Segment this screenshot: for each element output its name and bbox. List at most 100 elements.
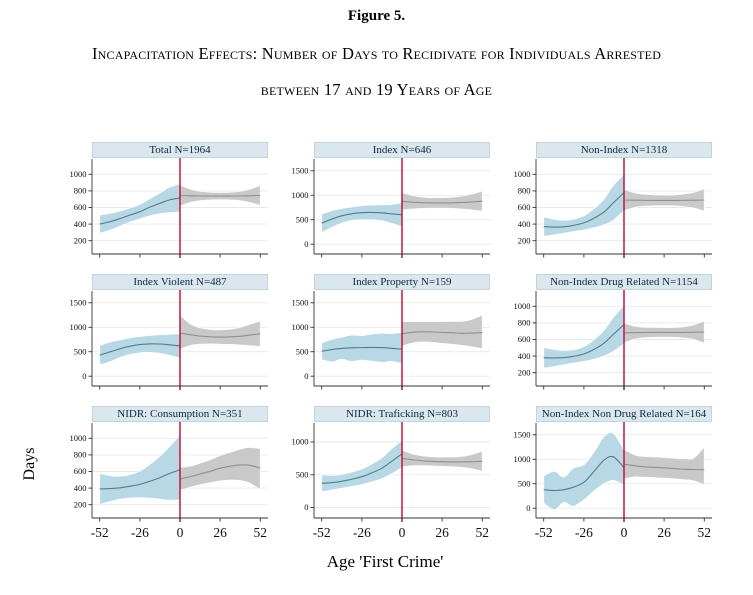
fit-line-post	[401, 200, 483, 204]
y-tick-label: 800	[74, 450, 87, 460]
y-axis-title: Days	[21, 447, 38, 481]
y-tick-label: 0	[304, 239, 308, 249]
fit-line-post	[623, 463, 705, 471]
y-tick-label: 0	[304, 371, 308, 381]
y-tick-label: 1000	[514, 454, 531, 464]
x-tick-label: 52	[476, 525, 490, 540]
fit-line-post	[623, 331, 705, 334]
fit-line-pre	[99, 469, 181, 490]
figure-caption-line1: Incapacitation Effects: Number of Days t…	[91, 44, 662, 63]
fit-line-post	[179, 464, 261, 480]
fit-line-post	[401, 457, 483, 463]
ci-band-pre	[543, 431, 625, 511]
panel-title: Total N=1964	[92, 142, 268, 158]
x-axis-title: Age 'First Crime'	[326, 552, 444, 571]
ci-band-post	[179, 184, 261, 207]
y-tick-label: 400	[74, 219, 87, 229]
subplot-index-property: Index Property N=159 0 500 1000 1500	[274, 274, 496, 396]
panel-plot-total: 200 400 600 800 1000	[70, 158, 268, 258]
panel-title: NIDR: Consumption N=351	[92, 406, 268, 422]
x-tick-label: -52	[91, 525, 109, 540]
ci-band-post	[401, 449, 483, 472]
panel-plot-non-index-drug: 200 400 600 800 1000	[514, 290, 712, 390]
y-tick-label: 500	[296, 346, 309, 356]
y-tick-label: 0	[526, 503, 530, 513]
x-tick-label: 26	[657, 525, 671, 540]
y-tick-label: 1000	[514, 301, 531, 311]
y-tick-label: 800	[74, 186, 87, 196]
panel-plot-nidr-traficking: 0 500 1000 -52 -26 0 26 52	[292, 422, 490, 540]
y-tick-label: 500	[296, 214, 309, 224]
y-tick-label: 500	[74, 346, 87, 356]
panel-plot-index: 0 500 1000 1500	[292, 158, 490, 258]
y-tick-label: 1000	[70, 322, 87, 332]
y-tick-label: 200	[74, 235, 87, 245]
panel-plot-non-index: 200 400 600 800 1000	[514, 158, 712, 258]
panel-plot-index-violent: 0 500 1000 1500	[70, 290, 268, 390]
x-tick-label: -26	[575, 525, 593, 540]
fit-line-pre	[321, 346, 403, 352]
y-tick-label: 400	[518, 351, 531, 361]
panel-title: Index N=646	[314, 142, 490, 158]
y-tick-label: 800	[518, 186, 531, 196]
y-tick-label: 200	[518, 367, 531, 377]
y-tick-label: 1000	[70, 433, 87, 443]
y-tick-label: 600	[74, 202, 87, 212]
y-tick-label: 600	[74, 466, 87, 476]
fit-line-pre	[543, 455, 625, 492]
panel-title: Non-Index N=1318	[536, 142, 712, 158]
panel-title: Index Property N=159	[314, 274, 490, 290]
panel-plot-index-property: 0 500 1000 1500	[292, 290, 490, 390]
ci-band-post	[401, 190, 483, 212]
y-tick-label: 500	[518, 478, 531, 488]
x-tick-label: 26	[213, 525, 227, 540]
subplot-index: Index N=646 0 500 1000 1500	[274, 142, 496, 264]
ci-band-pre	[99, 433, 181, 506]
subplot-non-index-drug: Non-Index Drug Related N=1154 200 400 600 8…	[496, 274, 718, 396]
x-tick-label: -26	[353, 525, 371, 540]
panel-plot-non-index-non-drug: 0 500 1000 1500 -52 -26 0 26 52	[514, 422, 712, 540]
y-tick-label: 800	[518, 318, 531, 328]
panel-plot-nidr-consumption: 200 400 600 800 1000 -52 -26 0 26 52	[70, 422, 268, 540]
y-tick-label: 500	[296, 470, 309, 480]
x-tick-label: 0	[399, 525, 406, 540]
fit-line-post	[401, 331, 483, 335]
y-tick-label: 600	[518, 202, 531, 212]
subplot-nidr-consumption: NIDR: Consumption N=351 200 400 600 800 1000…	[52, 406, 274, 558]
ci-band-pre	[321, 202, 403, 234]
x-tick-label: 0	[621, 525, 628, 540]
x-tick-label: 26	[435, 525, 449, 540]
panel-title: Index Violent N=487	[92, 274, 268, 290]
y-tick-label: 0	[304, 502, 308, 512]
ci-band-post	[179, 446, 261, 491]
y-tick-label: 1500	[70, 298, 87, 308]
fit-line-post	[179, 332, 261, 338]
x-tick-label: 52	[698, 525, 712, 540]
x-tick-label: 52	[254, 525, 267, 540]
y-tick-label: 600	[518, 334, 531, 344]
subplot-index-violent: Index Violent N=487 0 500 1000 1500	[52, 274, 274, 396]
y-tick-label: 1500	[292, 166, 309, 176]
ci-band-post	[179, 313, 261, 350]
subplot-non-index: Non-Index N=1318 200 400 600 800 1000	[496, 142, 718, 264]
panel-title: Non-Index Non Drug Related N=164	[536, 406, 712, 422]
x-tick-label: 0	[177, 525, 184, 540]
fit-line-pre	[543, 192, 625, 228]
subplot-non-index-non-drug: Non-Index Non Drug Related N=164 0 500 100…	[496, 406, 718, 558]
fit-line-pre	[99, 197, 181, 225]
y-tick-label: 400	[518, 219, 531, 229]
ci-band-pre	[99, 333, 181, 366]
figure-caption-line2: between 17 and 19 Years of Age	[260, 80, 493, 99]
y-tick-label: 200	[74, 499, 87, 509]
x-tick-label: -52	[313, 525, 331, 540]
x-tick-label: -52	[535, 525, 553, 540]
y-tick-label: 1500	[514, 430, 531, 440]
panel-title: Non-Index Drug Related N=1154	[536, 274, 712, 290]
ci-band-pre	[321, 439, 403, 493]
fit-line-pre	[543, 324, 625, 359]
panel-title: NIDR: Traficking N=803	[314, 406, 490, 422]
subplot-total: Total N=1964 200 400 600 800 1000	[52, 142, 274, 264]
y-tick-label: 0	[82, 371, 86, 381]
ci-band-post	[623, 445, 705, 486]
ci-band-pre	[543, 303, 625, 369]
